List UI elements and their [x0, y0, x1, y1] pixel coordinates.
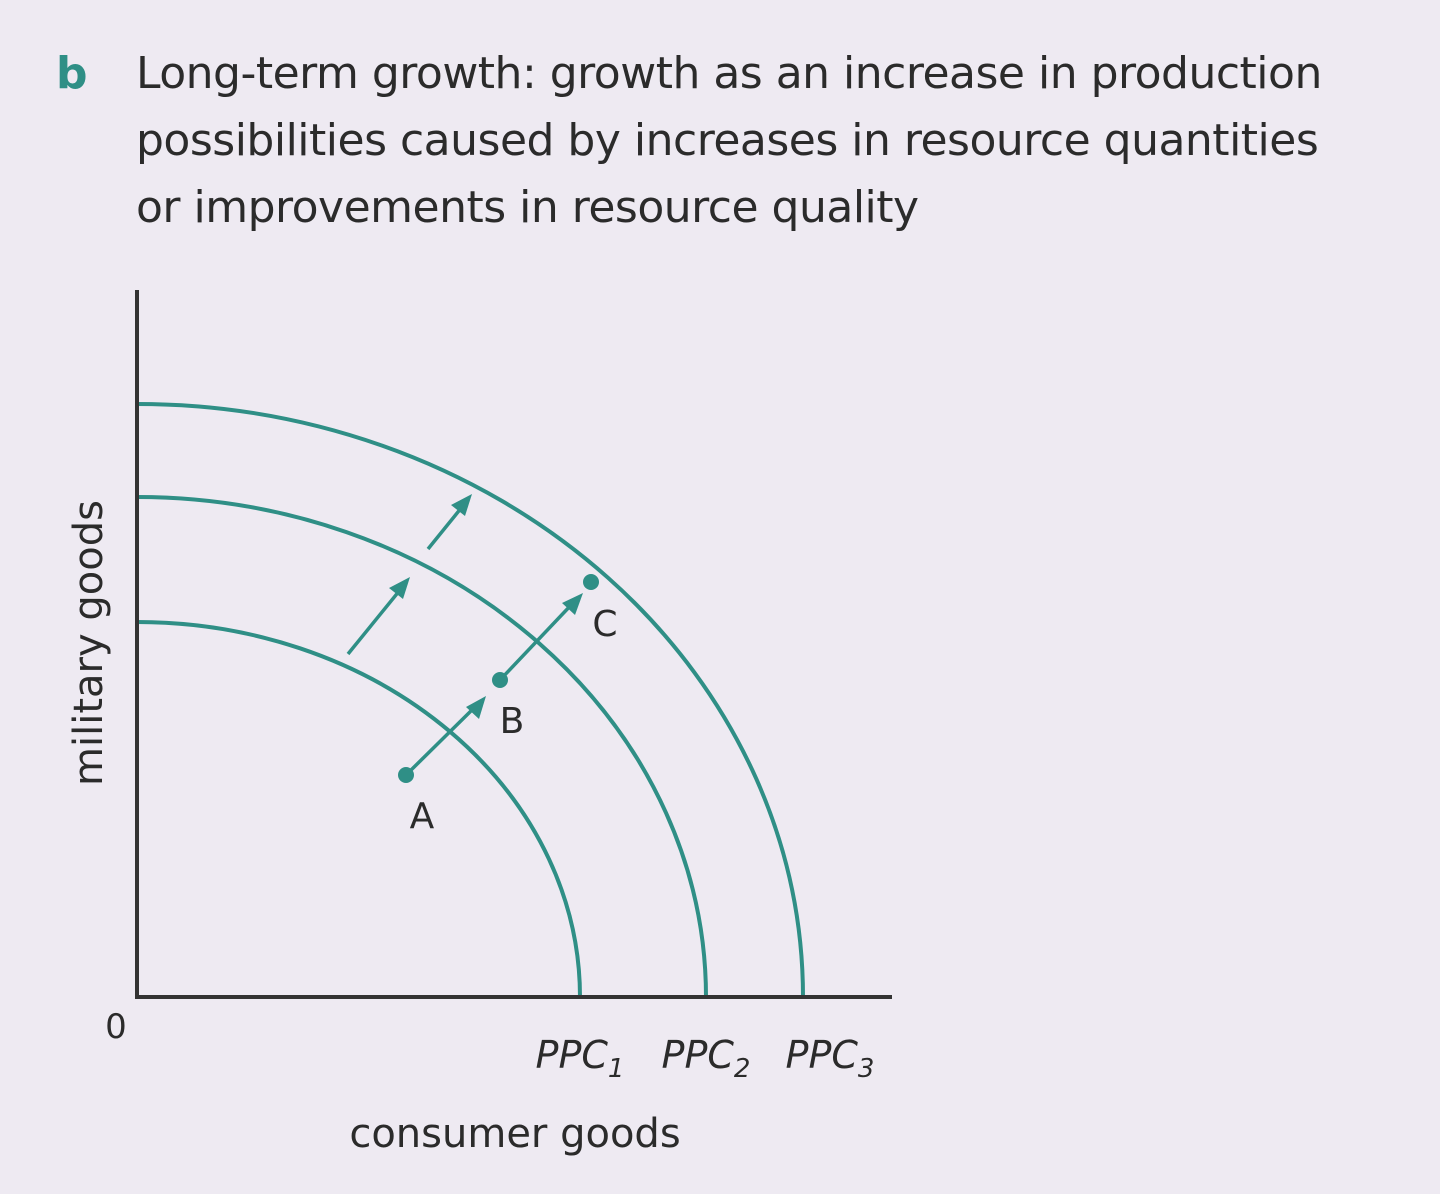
- x-axis-label: consumer goods: [349, 1111, 680, 1157]
- arrow-b-to-c: [498, 593, 583, 682]
- shift-arrow-1: [346, 577, 410, 656]
- caption-line-1: Long-term growth: growth as an increase …: [136, 48, 1322, 99]
- point-b-label: B: [500, 701, 525, 742]
- caption-line-3: or improvements in resource quality: [136, 182, 919, 233]
- y-axis-label: military goods: [66, 500, 112, 786]
- caption-text: Long-term growth: growth as an increase …: [136, 40, 1376, 241]
- arrow-a-to-b: [404, 696, 486, 777]
- point-a-label: A: [410, 796, 435, 837]
- point-c: [583, 574, 599, 590]
- ppc-label-2: PPC2: [662, 1033, 751, 1084]
- point-b: [492, 672, 508, 688]
- ppc-curve-1: [136, 620, 582, 998]
- point-c-label: C: [592, 604, 617, 645]
- ppc-curve-2: [136, 495, 708, 998]
- shift-arrow-2: [426, 494, 472, 551]
- caption-line-2: possibilities caused by increases in res…: [136, 115, 1319, 166]
- ppc-label-1: PPC1: [536, 1033, 625, 1084]
- caption-letter: b: [56, 48, 88, 99]
- ppc-curve-3: [136, 402, 805, 998]
- origin-label: 0: [105, 1007, 127, 1047]
- point-a: [398, 767, 414, 783]
- ppc-label-3: PPC3: [786, 1033, 875, 1084]
